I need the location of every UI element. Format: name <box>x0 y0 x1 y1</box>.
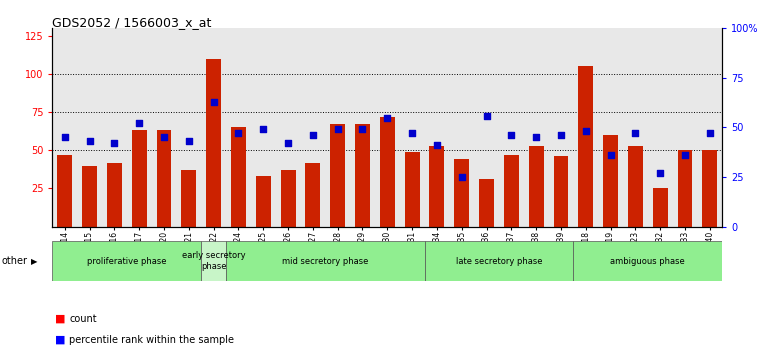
Text: ▶: ▶ <box>31 257 37 266</box>
Text: ■: ■ <box>55 335 66 345</box>
Point <box>332 127 344 132</box>
Bar <box>231 127 246 227</box>
Bar <box>57 155 72 227</box>
Bar <box>52 241 201 281</box>
Text: early secretory
phase: early secretory phase <box>182 251 246 271</box>
Point <box>182 138 195 144</box>
Bar <box>554 156 568 227</box>
Bar <box>256 176 271 227</box>
Point <box>530 135 542 140</box>
Point <box>679 152 691 158</box>
Bar <box>424 241 574 281</box>
Bar <box>405 152 420 227</box>
Bar <box>132 131 146 227</box>
Point <box>282 141 294 146</box>
Text: other: other <box>2 256 28 266</box>
Point <box>505 132 517 138</box>
Point <box>555 132 567 138</box>
Bar <box>182 170 196 227</box>
Text: proliferative phase: proliferative phase <box>87 257 166 266</box>
Bar <box>603 135 618 227</box>
Bar <box>479 179 494 227</box>
Point <box>306 132 319 138</box>
Point <box>59 135 71 140</box>
Point <box>580 129 592 134</box>
Bar <box>226 241 424 281</box>
Bar <box>107 162 122 227</box>
Point <box>381 115 393 120</box>
Bar <box>430 146 444 227</box>
Text: count: count <box>69 314 97 324</box>
Bar <box>628 146 643 227</box>
Text: mid secretory phase: mid secretory phase <box>282 257 369 266</box>
Point <box>207 99 219 104</box>
Point <box>654 170 666 176</box>
Point <box>406 131 418 136</box>
Point <box>133 121 146 126</box>
Point <box>357 127 369 132</box>
Bar <box>653 188 668 227</box>
Point <box>83 138 95 144</box>
Point <box>604 152 617 158</box>
Text: GDS2052 / 1566003_x_at: GDS2052 / 1566003_x_at <box>52 16 212 29</box>
Point <box>233 131 245 136</box>
Text: percentile rank within the sample: percentile rank within the sample <box>69 335 234 345</box>
Bar <box>702 150 718 227</box>
Bar <box>504 155 519 227</box>
Bar <box>454 159 469 227</box>
Point <box>704 131 716 136</box>
Bar <box>529 146 544 227</box>
Point <box>109 141 121 146</box>
Bar <box>678 150 692 227</box>
Bar <box>306 162 320 227</box>
Point <box>480 113 493 118</box>
Bar <box>380 117 395 227</box>
Bar <box>82 166 97 227</box>
Bar <box>206 59 221 227</box>
Point <box>456 174 468 180</box>
Text: ambiguous phase: ambiguous phase <box>611 257 685 266</box>
Bar <box>280 170 296 227</box>
Bar <box>574 241 722 281</box>
Bar <box>578 67 593 227</box>
Point <box>257 127 270 132</box>
Text: late secretory phase: late secretory phase <box>456 257 542 266</box>
Bar <box>156 131 172 227</box>
Point <box>629 131 641 136</box>
Text: ■: ■ <box>55 314 66 324</box>
Bar <box>201 241 226 281</box>
Point <box>430 142 443 148</box>
Bar <box>355 124 370 227</box>
Point <box>158 135 170 140</box>
Bar <box>330 124 345 227</box>
